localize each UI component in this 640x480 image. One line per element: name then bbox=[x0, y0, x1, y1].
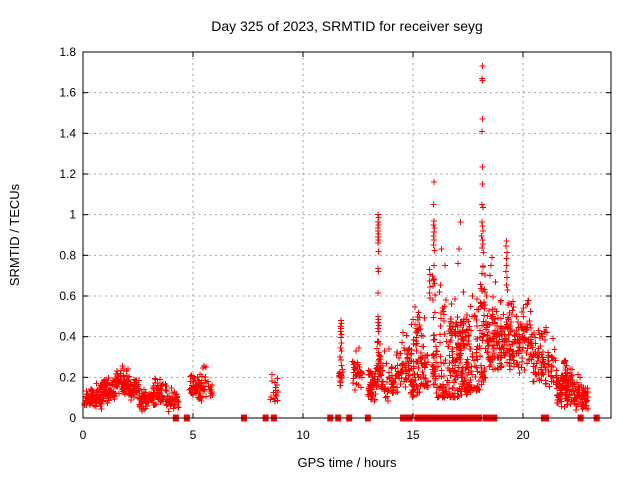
y-axis-label: SRMTID / TECUs bbox=[7, 183, 22, 286]
y-tick-label: 1.2 bbox=[59, 167, 76, 181]
x-tick-label: 20 bbox=[516, 428, 530, 442]
y-tick-label: 1.8 bbox=[59, 45, 76, 59]
y-tick-label: 0.4 bbox=[59, 330, 76, 344]
y-tick-label: 1 bbox=[69, 208, 76, 222]
y-tick-label: 0 bbox=[69, 411, 76, 425]
x-axis-label: GPS time / hours bbox=[298, 455, 397, 470]
y-tick-label: 0.6 bbox=[59, 289, 76, 303]
y-tick-label: 1.4 bbox=[59, 126, 76, 140]
axis-ticks bbox=[82, 51, 611, 419]
x-tick-label: 0 bbox=[80, 428, 87, 442]
x-tick-label: 5 bbox=[190, 428, 197, 442]
x-tick-label: 10 bbox=[296, 428, 310, 442]
x-tick-label: 15 bbox=[406, 428, 420, 442]
y-tick-label: 0.2 bbox=[59, 370, 76, 384]
plot-border bbox=[82, 51, 612, 419]
y-tick-label: 0.8 bbox=[59, 248, 76, 262]
chart-title: Day 325 of 2023, SRMTID for receiver sey… bbox=[211, 18, 483, 34]
axis-tick-labels: 0 5 10 15 20 0 0.2 0.4 0.6 0.8 1 1.2 1.4 1.6 1.8 bbox=[59, 45, 530, 442]
data-points bbox=[81, 63, 591, 415]
y-tick-label: 1.6 bbox=[59, 86, 76, 100]
